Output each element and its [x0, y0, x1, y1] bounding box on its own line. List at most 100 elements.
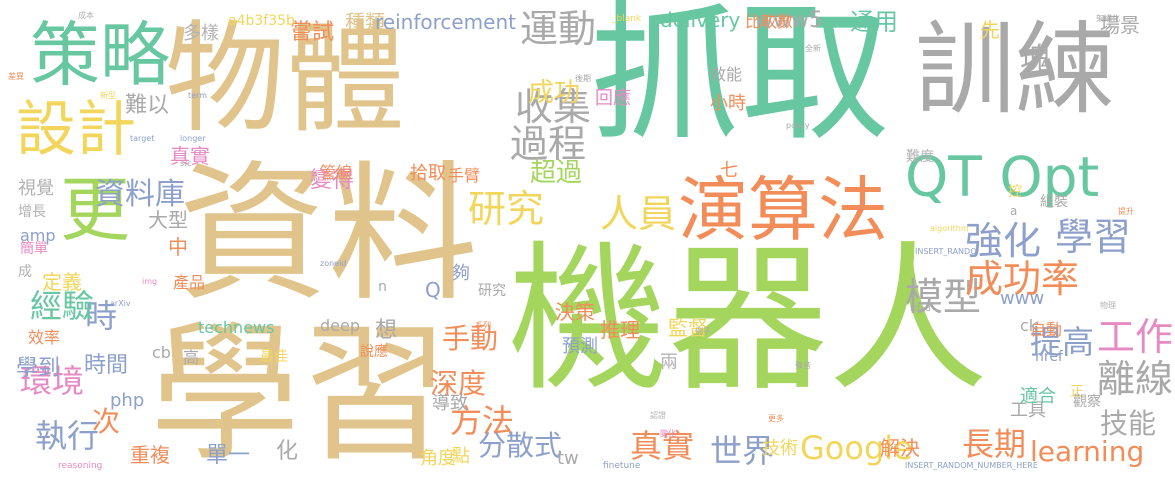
cloud-word: 深度 — [430, 367, 487, 400]
cloud-word: 真實 — [630, 427, 695, 465]
cloud-word: 場景 — [1100, 13, 1140, 37]
cloud-word: 例子 — [695, 327, 711, 336]
cloud-word: 提高 — [1030, 323, 1095, 361]
cloud-word: target — [130, 134, 155, 143]
cloud-word: algorithm — [930, 224, 969, 233]
cloud-word: 塊 — [1020, 42, 1050, 77]
cloud-word: 次 — [92, 405, 121, 438]
cloud-word: policy — [786, 121, 810, 130]
cloud-word: amp — [20, 226, 56, 245]
cloud-word: 技術 — [762, 438, 798, 459]
cloud-word: 推理 — [600, 318, 640, 342]
cloud-word: 管線 — [320, 163, 353, 182]
cloud-word: 過程 — [510, 122, 587, 166]
cloud-word: 單一 — [206, 443, 251, 468]
cloud-word: Q — [425, 278, 441, 302]
cloud-word: 運動 — [520, 7, 597, 51]
cloud-word: 差異 — [8, 72, 24, 81]
cloud-word: technews — [198, 318, 275, 337]
cloud-word: 控 — [1008, 184, 1022, 200]
cloud-word: reinforcement — [375, 10, 516, 34]
cloud-word: ck — [1020, 316, 1039, 335]
cloud-word: 物體 — [165, 10, 405, 149]
cloud-word: 夠 — [452, 263, 470, 284]
cloud-word: 演算法 — [678, 169, 888, 251]
cloud-word: tw — [557, 448, 579, 469]
cloud-word: 訓練 — [915, 11, 1115, 128]
cloud-word: 後期 — [575, 74, 591, 83]
cloud-word: 手動 — [442, 322, 499, 355]
cloud-word: 化 — [276, 439, 299, 464]
cloud-word: 超過 — [530, 158, 583, 188]
cloud-word: zoneid — [320, 259, 347, 268]
cloud-word: 更多 — [768, 414, 784, 423]
cloud-word: php — [110, 390, 145, 411]
cloud-word: arXiv — [110, 299, 131, 308]
cloud-word: 重複 — [130, 443, 170, 467]
cloud-word: _blank — [612, 14, 642, 24]
cloud-word: 大型 — [148, 208, 188, 232]
cloud-word: 物理 — [1100, 301, 1116, 310]
cloud-word: 組裝 — [1040, 194, 1068, 210]
cloud-word: 導致 — [432, 393, 468, 414]
cloud-word: INSERT_RANDO — [915, 247, 977, 256]
cloud-word: 成本 — [78, 11, 94, 20]
cloud-word: 預測 — [562, 336, 598, 357]
cloud-word: 技能 — [1100, 407, 1157, 440]
cloud-word: learning — [1030, 435, 1145, 468]
cloud-word: 拾取 — [410, 163, 446, 184]
cloud-word: 產品 — [173, 273, 206, 292]
cloud-word: 手臂 — [448, 166, 481, 185]
cloud-word: 說應 — [360, 344, 388, 360]
cloud-word: 學到 — [16, 356, 61, 381]
cloud-word: 想 — [375, 318, 398, 343]
cloud-word: 視覺 — [18, 178, 54, 199]
cloud-word: 收集 — [515, 85, 592, 129]
cloud-word: src — [180, 159, 192, 168]
cloud-word: 學習 — [150, 308, 451, 482]
cloud-word: 自動 — [1030, 320, 1063, 339]
cloud-word: 資料 — [178, 148, 479, 322]
cloud-word: longer — [180, 134, 206, 143]
cloud-word: delivery — [660, 8, 741, 32]
cloud-word: 變得 — [310, 168, 355, 193]
cloud-word: 分散式 — [478, 429, 563, 462]
cloud-word: 研究 — [468, 187, 545, 231]
cloud-word: www5 — [755, 8, 823, 33]
cloud-word: 時 — [85, 297, 118, 335]
cloud-word: 模型 — [905, 275, 982, 319]
cloud-word: www — [1000, 288, 1045, 309]
cloud-word: 強化 — [965, 219, 1042, 263]
cloud-word: QT Opt — [905, 145, 1100, 209]
cloud-word: 執行 — [35, 417, 100, 455]
cloud-word: img — [142, 277, 158, 286]
cloud-word: 定義 — [42, 270, 82, 294]
cloud-word: 種類 — [345, 10, 385, 34]
cloud-word: 回應 — [595, 88, 631, 109]
cloud-word: 監督 — [668, 316, 708, 340]
cloud-word: 成功率 — [965, 257, 1080, 301]
cloud-word: 決策 — [555, 300, 595, 324]
cloud-word: 變化 — [660, 429, 676, 438]
cloud-word: 認證 — [650, 411, 666, 420]
cloud-word: 高 — [183, 348, 200, 367]
cloud-word: 方法 — [450, 402, 515, 440]
cloud-word: 資料庫 — [95, 177, 185, 212]
cloud-word: 通用 — [850, 8, 898, 36]
cloud-word: 經驗 — [30, 287, 95, 325]
cloud-word: 比較數 — [745, 12, 794, 31]
cloud-word: 策略 — [30, 14, 170, 96]
cloud-word: n — [378, 279, 387, 295]
cloud-word: 全新 — [805, 44, 821, 53]
cloud-word: 工具 — [1010, 400, 1046, 421]
cloud-word: href — [1035, 349, 1063, 365]
cloud-word: 機器人 — [508, 226, 989, 413]
cloud-word: 效率 — [28, 328, 61, 347]
cloud-word: a4b3f35b — [228, 13, 295, 29]
cloud-word: finetune — [603, 461, 641, 471]
cloud-word: 效能 — [710, 65, 743, 84]
cloud-word: 新型 — [100, 91, 116, 100]
cloud-word: 學習 — [1055, 215, 1132, 259]
cloud-word: 適合 — [1020, 386, 1056, 407]
